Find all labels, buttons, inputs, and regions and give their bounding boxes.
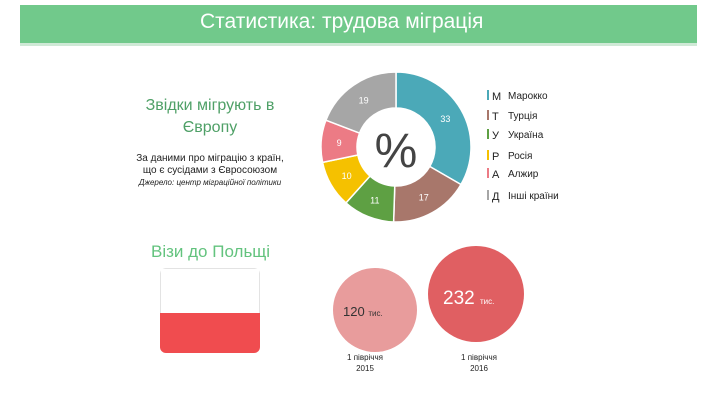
legend-truncated-5: А (492, 169, 500, 181)
legend-item-4: Р Росія (487, 150, 532, 164)
bubble-2016 (428, 246, 524, 342)
legend-label-5: Алжир (508, 169, 539, 180)
legend-truncated-4: Р (492, 151, 500, 163)
legend-label-3: Україна (508, 130, 544, 141)
donut-label-6: 19 (359, 96, 369, 106)
description-line2: що є сусідами з Євросоюзом (142, 165, 278, 176)
bubble-2016-unit: тис. (479, 297, 495, 306)
legend-item-2: Т Турція (487, 110, 537, 124)
period-2016-line2: 2016 (470, 364, 488, 373)
donut-hole (365, 116, 427, 178)
visas-title: Візи до Польщі (151, 242, 271, 261)
legend-label-2: Турція (508, 111, 538, 122)
page-title: Статистика: трудова міграція (200, 10, 484, 33)
legend-swatch-6 (487, 190, 489, 200)
bubble-2015-number: 120 (343, 304, 365, 319)
flag-red-stripe (160, 313, 260, 353)
donut-labels: 33 17 11 10 9 19 (337, 96, 451, 206)
legend-truncated-3: У (492, 130, 499, 142)
donut-label-3: 11 (370, 195, 379, 205)
donut-slice-1 (395, 71, 472, 186)
legend-item-3: У Україна (487, 129, 543, 143)
bubble-2015-value: 120 тис. (343, 304, 383, 319)
bubble-2016-number: 232 (443, 288, 475, 309)
legend-swatch-1 (487, 90, 489, 100)
poland-flag (160, 268, 260, 353)
donut-label-2: 17 (419, 192, 429, 202)
title-bar-underline (20, 43, 697, 46)
legend-swatch-5 (487, 168, 489, 178)
title-bar (20, 5, 697, 43)
source-note: Джерело: центр міграційної політики (138, 178, 282, 187)
legend-truncated-6: Д (492, 191, 500, 203)
migration-heading-line1: Звідки мігрують в (145, 97, 275, 114)
legend-label-1: Марокко (508, 91, 548, 102)
bubble-2015-unit: тис. (368, 309, 383, 318)
percent-symbol: % (375, 125, 418, 178)
legend-item-5: А Алжир (487, 168, 538, 182)
bubble-2016-value: 232 тис. (443, 288, 494, 310)
legend-item-1: М Марокко (487, 90, 548, 104)
migration-heading: Звідки мігрують в Європу (120, 95, 300, 139)
donut-label-5: 9 (337, 138, 342, 148)
period-2015-line2: 2015 (356, 364, 374, 373)
donut-slices (320, 71, 472, 223)
bubble-2015 (333, 268, 417, 352)
legend-label-6: Інші країни (508, 191, 559, 202)
legend-swatch-3 (487, 129, 489, 139)
legend-label-4: Росія (508, 151, 533, 162)
legend-swatch-2 (487, 110, 489, 120)
legend-item-6: Д Інші країни (487, 190, 559, 204)
legend-swatch-4 (487, 150, 489, 160)
period-2016: 1 півріччя 2016 (444, 352, 514, 374)
legend-truncated-1: М (492, 91, 502, 103)
period-2016-line1: 1 півріччя (461, 353, 497, 362)
period-2015-line1: 1 півріччя (347, 353, 383, 362)
donut-label-1: 33 (440, 114, 450, 124)
flag-white-stripe (160, 268, 260, 313)
migration-description: За даними про міграцію з країн, що є сус… (115, 153, 305, 177)
period-2015: 1 півріччя 2015 (330, 352, 400, 374)
description-line1: За даними про міграцію з країн, (136, 153, 284, 164)
donut-label-4: 10 (342, 171, 352, 181)
migration-heading-line2: Європу (182, 119, 238, 136)
donut-slice-6 (324, 71, 397, 135)
legend-truncated-2: Т (492, 111, 499, 123)
